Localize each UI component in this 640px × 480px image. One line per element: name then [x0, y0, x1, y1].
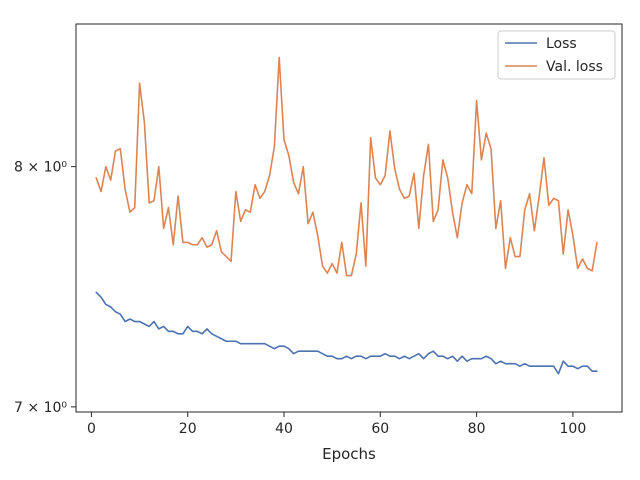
- y-tick-label-8: 8 × 10⁰: [14, 160, 67, 176]
- y-tick-label-7: 7 × 10⁰: [14, 400, 67, 416]
- x-tick-label-60: 60: [371, 421, 389, 437]
- x-tick-label-100: 100: [560, 421, 587, 437]
- plot-area: [75, 23, 623, 413]
- legend: Loss Val. loss: [497, 30, 616, 80]
- series-layer: [95, 56, 598, 375]
- legend-label-val-loss: Val. loss: [546, 59, 603, 75]
- plot-frame: [75, 23, 623, 413]
- x-tick-label-40: 40: [275, 421, 293, 437]
- x-tick-label-20: 20: [179, 421, 197, 437]
- legend-label-loss: Loss: [546, 36, 577, 52]
- x-tick-label-0: 0: [87, 421, 96, 437]
- x-tick-label-80: 80: [468, 421, 486, 437]
- y-axis: 7 × 10⁰ 8 × 10⁰: [14, 160, 76, 416]
- series-line-val-loss: [95, 56, 598, 277]
- x-axis-title: Epochs: [322, 445, 376, 463]
- series-line-loss: [95, 291, 598, 375]
- x-axis: 0 20 40 60 80 100: [87, 412, 586, 437]
